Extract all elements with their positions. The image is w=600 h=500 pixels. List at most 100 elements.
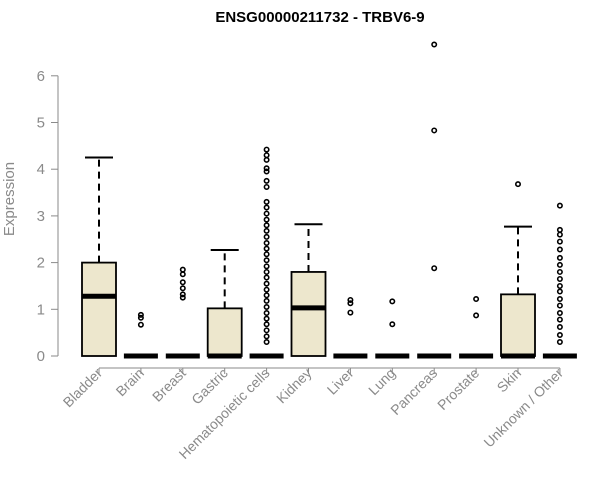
- box-iqr: [290, 271, 327, 357]
- outlier-point: [556, 261, 563, 268]
- outlier-point: [347, 296, 354, 303]
- outlier-point: [263, 274, 270, 281]
- y-tick-label: 5: [37, 115, 45, 132]
- outlier-point: [137, 321, 144, 328]
- outlier-point: [179, 266, 186, 273]
- outlier-point: [179, 279, 186, 286]
- x-tick-label: Unknown / Other: [480, 365, 566, 451]
- outlier-point: [263, 156, 270, 163]
- outlier-point: [263, 333, 270, 340]
- outlier-point: [263, 286, 270, 293]
- box-bladder: [81, 156, 117, 357]
- outlier-point: [556, 331, 563, 338]
- outlier-point: [179, 291, 186, 298]
- outlier-point: [556, 275, 563, 282]
- outlier-point: [263, 327, 270, 334]
- outlier-point: [263, 280, 270, 287]
- outlier-point: [137, 314, 144, 321]
- outlier-point: [263, 198, 270, 205]
- outlier-point: [556, 246, 563, 253]
- outlier-point: [263, 263, 270, 270]
- outlier-point: [263, 183, 270, 190]
- outlier-point: [347, 309, 354, 316]
- outlier-point: [556, 226, 563, 233]
- outlier-point: [263, 222, 270, 229]
- box-gastric: [206, 248, 243, 359]
- outlier-point: [263, 292, 270, 299]
- box-iqr: [206, 307, 243, 357]
- outlier-point: [179, 271, 186, 278]
- outlier-point: [556, 302, 563, 309]
- outlier-point: [263, 297, 270, 304]
- outlier-point: [179, 285, 186, 292]
- y-axis-label: Expression: [1, 162, 18, 236]
- outlier-point: [263, 315, 270, 322]
- x-tick-label: Prostate: [434, 365, 482, 413]
- outlier-point: [473, 296, 480, 303]
- outlier-point: [263, 216, 270, 223]
- y-tick-label: 3: [37, 208, 45, 225]
- outlier-point: [431, 41, 438, 48]
- outlier-point: [263, 239, 270, 246]
- outlier-point: [556, 288, 563, 295]
- outlier-point: [179, 294, 186, 301]
- y-axis: 0 1 2 3 4 5 6: [37, 68, 59, 365]
- outlier-point: [263, 152, 270, 159]
- y-tick-label: 6: [37, 68, 45, 85]
- outlier-point: [556, 238, 563, 245]
- chart-title: ENSG00000211732 - TRBV6-9: [215, 9, 424, 26]
- outlier-point: [556, 254, 563, 261]
- outlier-point: [556, 310, 563, 317]
- box-skin: [500, 181, 536, 359]
- outlier-point: [556, 324, 563, 331]
- outlier-point: [556, 316, 563, 323]
- box-iqr: [500, 293, 536, 357]
- outlier-point: [263, 233, 270, 240]
- y-tick-label: 0: [37, 348, 45, 365]
- outlier-point: [556, 268, 563, 275]
- y-tick-label: 4: [37, 161, 45, 178]
- outlier-point: [263, 210, 270, 217]
- outlier-point: [263, 168, 270, 175]
- outlier-point: [514, 181, 521, 188]
- outlier-point: [556, 282, 563, 289]
- outlier-point: [263, 251, 270, 258]
- box-liver: [333, 296, 368, 359]
- outlier-point: [263, 268, 270, 275]
- outlier-point: [263, 177, 270, 184]
- y-tick-label: 2: [37, 255, 45, 272]
- x-tick-label: Lung: [365, 365, 398, 398]
- x-tick-label: Liver: [324, 365, 357, 398]
- box-lung: [375, 298, 410, 359]
- outlier-point: [431, 265, 438, 272]
- box-hematopoietic-cells: [249, 146, 284, 359]
- outlier-point: [389, 321, 396, 328]
- outlier-point: [263, 146, 270, 153]
- outlier-point: [556, 338, 563, 345]
- outlier-point: [263, 227, 270, 234]
- outlier-point: [473, 312, 480, 319]
- x-tick-label: Skin: [494, 365, 525, 396]
- outlier-point: [389, 298, 396, 305]
- outlier-point: [263, 257, 270, 264]
- outlier-point: [431, 127, 438, 134]
- outlier-point: [263, 310, 270, 317]
- outlier-point: [556, 231, 563, 238]
- outlier-point: [263, 321, 270, 328]
- outlier-point: [556, 202, 563, 209]
- y-tick-label: 1: [37, 301, 45, 318]
- outlier-point: [263, 245, 270, 252]
- outlier-point: [263, 303, 270, 310]
- outlier-point: [137, 311, 144, 318]
- box-kidney: [290, 223, 327, 357]
- box-prostate: [459, 296, 494, 359]
- box-iqr: [81, 261, 117, 357]
- box-pancreas: [417, 41, 452, 359]
- x-tick-label: Brain: [113, 365, 147, 399]
- boxes-group: [81, 41, 577, 359]
- x-tick-label: Pancreas: [387, 365, 440, 418]
- outlier-point: [556, 296, 563, 303]
- box-breast: [165, 266, 200, 359]
